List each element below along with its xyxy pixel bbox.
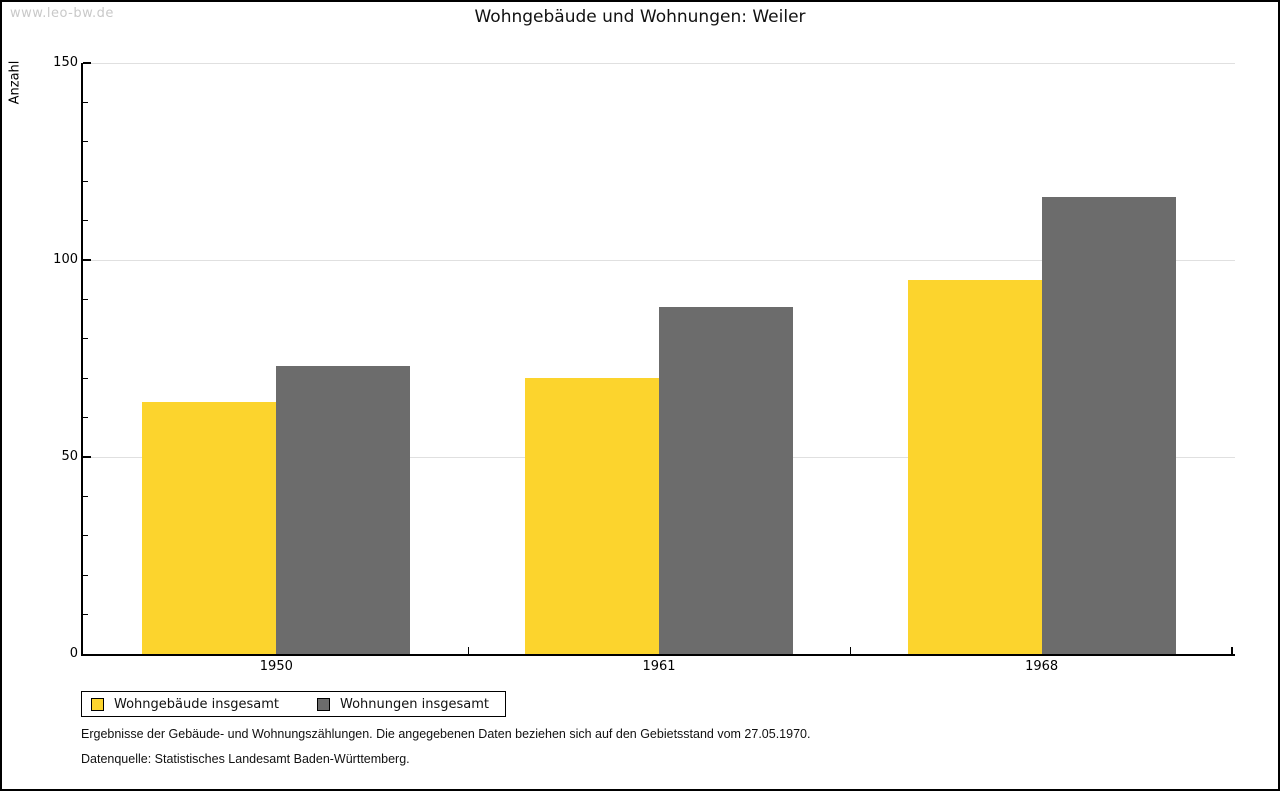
footer-data-source: Datenquelle: Statistisches Landesamt Bad… bbox=[81, 752, 410, 766]
legend-item-wohngebaeude: Wohngebäude insgesamt bbox=[91, 697, 279, 712]
x-axis-line bbox=[81, 654, 1235, 656]
y-minor-tick bbox=[83, 220, 88, 222]
y-minor-tick bbox=[83, 141, 88, 143]
y-axis-line bbox=[81, 63, 83, 656]
y-major-tick bbox=[83, 456, 91, 458]
y-axis-tick-label: 50 bbox=[61, 449, 78, 464]
legend: Wohngebäude insgesamt Wohnungen insgesamt bbox=[81, 691, 506, 717]
x-end-tick bbox=[1231, 647, 1233, 654]
gridline bbox=[85, 259, 1235, 261]
x-boundary-tick bbox=[467, 647, 469, 654]
legend-item-wohnungen: Wohnungen insgesamt bbox=[317, 697, 489, 712]
x-boundary-tick bbox=[850, 647, 852, 654]
watermark: www.leo-bw.de bbox=[10, 6, 114, 21]
y-minor-tick bbox=[83, 298, 88, 300]
y-minor-tick bbox=[83, 495, 88, 497]
legend-swatch-icon bbox=[317, 697, 330, 711]
gridline bbox=[85, 62, 1235, 64]
y-minor-tick bbox=[83, 535, 88, 537]
y-axis-tick-label: 0 bbox=[69, 646, 78, 661]
bar-wohngebaeude-1961 bbox=[525, 378, 659, 654]
y-major-tick bbox=[83, 62, 91, 64]
bar-wohnungen-1950 bbox=[276, 366, 411, 654]
y-minor-tick bbox=[83, 614, 88, 616]
y-minor-tick bbox=[83, 417, 88, 419]
x-axis-label: 1968 bbox=[1025, 659, 1059, 674]
x-axis-label: 1961 bbox=[642, 659, 676, 674]
y-major-tick bbox=[83, 259, 91, 261]
y-minor-tick bbox=[83, 180, 88, 182]
x-axis-label: 1950 bbox=[259, 659, 293, 674]
legend-swatch-icon bbox=[91, 697, 104, 711]
y-minor-tick bbox=[83, 574, 88, 576]
y-axis-tick-label: 150 bbox=[53, 55, 78, 70]
y-axis-tick-label: 100 bbox=[53, 252, 78, 267]
bar-wohnungen-1961 bbox=[659, 307, 793, 654]
bar-wohnungen-1968 bbox=[1041, 196, 1176, 654]
bar-wohngebaeude-1950 bbox=[142, 401, 277, 654]
y-minor-tick bbox=[83, 101, 88, 103]
legend-label: Wohnungen insgesamt bbox=[340, 696, 489, 712]
y-minor-tick bbox=[83, 377, 88, 379]
y-minor-tick bbox=[83, 338, 88, 340]
footer-source-note: Ergebnisse der Gebäude- und Wohnungszähl… bbox=[81, 727, 811, 741]
bar-wohngebaeude-1968 bbox=[907, 279, 1042, 654]
chart-title: Wohngebäude und Wohnungen: Weiler bbox=[474, 7, 806, 27]
legend-label: Wohngebäude insgesamt bbox=[114, 696, 279, 712]
